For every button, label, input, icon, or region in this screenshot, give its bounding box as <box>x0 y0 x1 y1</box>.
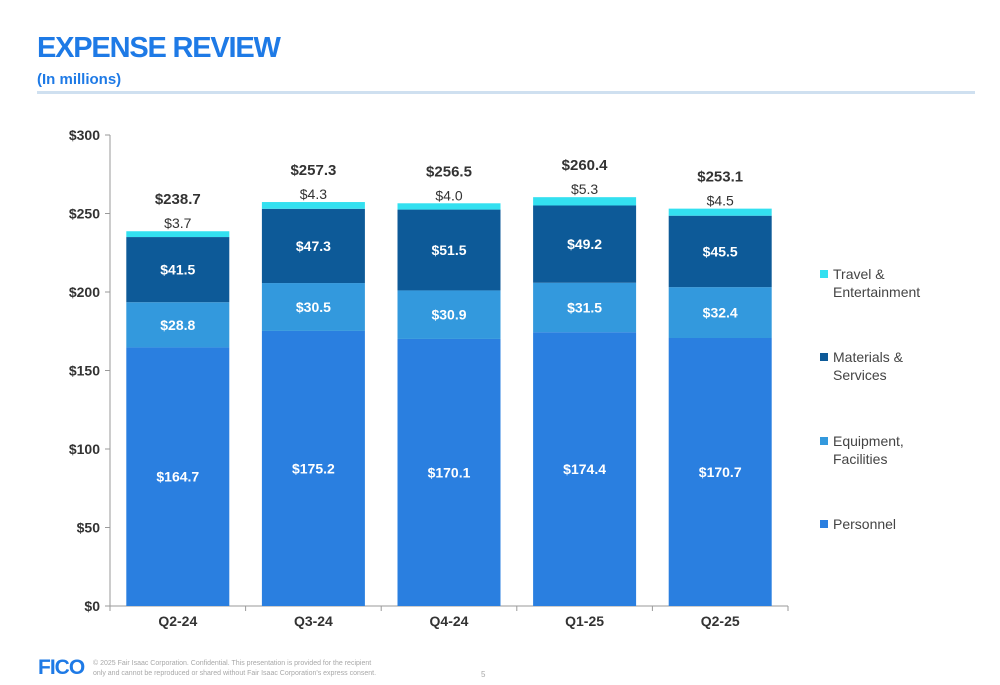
data-label: $28.8 <box>160 317 195 333</box>
legend-label: Materials & Services <box>833 349 904 383</box>
data-label: $30.5 <box>296 299 331 315</box>
legend-swatch <box>820 353 828 361</box>
bar-segment <box>261 208 365 284</box>
bar-segment <box>261 283 365 331</box>
page-title: EXPENSE REVIEW <box>37 32 281 64</box>
total-label: $253.1 <box>697 169 743 186</box>
data-label: $174.4 <box>563 461 606 477</box>
bar-segment <box>397 209 501 291</box>
x-tick-label: Q3-24 <box>294 613 333 629</box>
bar-segment <box>126 347 230 606</box>
data-label: $170.1 <box>428 464 471 480</box>
bar-segment <box>397 290 501 339</box>
y-tick-label: $250 <box>69 206 100 222</box>
bar-segment <box>126 302 230 348</box>
bar-segment <box>261 330 365 606</box>
data-label: $51.5 <box>431 242 466 258</box>
bar-segment <box>397 338 501 606</box>
data-label: $170.7 <box>699 464 742 480</box>
total-label: $238.7 <box>155 191 201 208</box>
x-tick-label: Q1-25 <box>565 613 604 629</box>
data-label: $4.3 <box>300 186 327 202</box>
y-tick-label: $200 <box>69 284 100 300</box>
legend-label: Travel & Entertainment <box>833 266 921 300</box>
footer-copyright: © 2025 Fair Isaac Corporation. Confident… <box>93 660 377 677</box>
bar-segment <box>533 205 637 283</box>
y-tick-label: $100 <box>69 441 100 457</box>
legend-swatch <box>820 270 828 278</box>
bar-segment <box>533 282 637 333</box>
x-tick-label: Q2-24 <box>158 613 197 629</box>
y-tick-label: $0 <box>84 598 100 614</box>
data-label: $164.7 <box>156 469 199 485</box>
title-divider <box>37 91 975 94</box>
legend-swatch <box>820 437 828 445</box>
y-tick-label: $150 <box>69 363 100 379</box>
data-label: $175.2 <box>292 460 335 476</box>
data-label: $47.3 <box>296 238 331 254</box>
y-tick-label: $300 <box>69 127 100 143</box>
bar-segment <box>668 338 772 606</box>
legend-swatch <box>820 520 828 528</box>
bar-segment <box>397 203 501 210</box>
bar-segment <box>533 197 637 206</box>
bar-segment <box>126 237 230 303</box>
fico-logo: FICO <box>38 656 85 679</box>
legend-label: Equipment, Facilities <box>833 433 904 467</box>
data-label: $31.5 <box>567 299 602 315</box>
total-label: $257.3 <box>290 162 336 179</box>
bar-segment <box>668 208 772 216</box>
data-label: $49.2 <box>567 236 602 252</box>
x-tick-label: Q2-25 <box>701 613 740 629</box>
data-label: $32.4 <box>703 305 738 321</box>
data-label: $45.5 <box>703 243 738 259</box>
data-label: $30.9 <box>431 307 466 323</box>
page-subtitle: (In millions) <box>37 71 122 88</box>
y-tick-label: $50 <box>77 520 101 536</box>
data-label: $4.5 <box>707 193 734 209</box>
data-label: $5.3 <box>571 181 598 197</box>
bar-segment <box>261 202 365 209</box>
total-label: $260.4 <box>562 157 609 174</box>
bar-segment <box>668 215 772 288</box>
page-number: 5 <box>481 670 486 679</box>
data-label: $4.0 <box>435 187 462 203</box>
x-tick-label: Q4-24 <box>430 613 469 629</box>
data-label: $3.7 <box>164 215 191 231</box>
bar-segment <box>668 287 772 339</box>
data-label: $41.5 <box>160 262 195 278</box>
total-label: $256.5 <box>426 163 472 180</box>
bar-segment <box>126 231 230 238</box>
legend-label: Personnel <box>833 516 897 532</box>
bar-segment <box>533 332 637 606</box>
